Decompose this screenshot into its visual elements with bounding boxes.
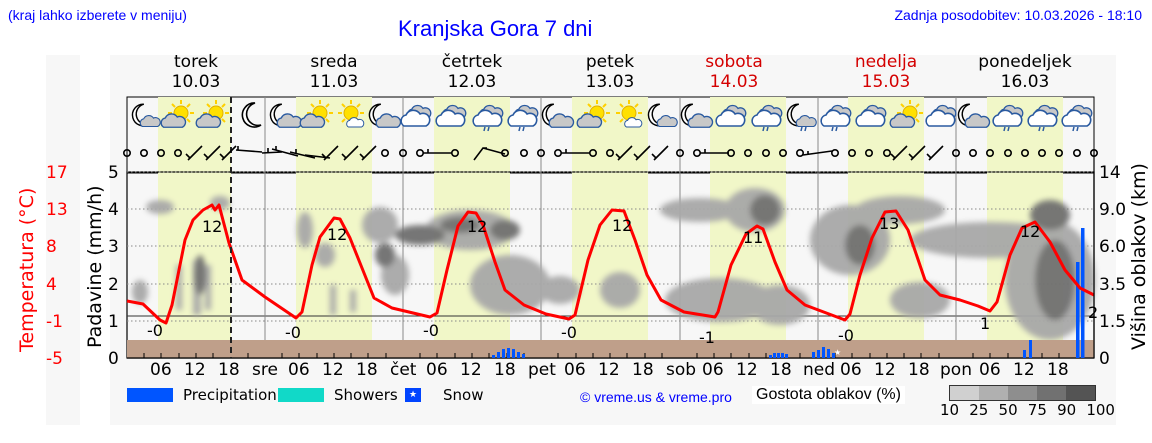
page-title: Kranjska Gora 7 dni xyxy=(398,16,593,41)
snow-marker: ★ xyxy=(834,348,841,357)
cloud-height-tick: 0 xyxy=(1099,349,1110,369)
cloud-density-ticks: 10 25 50 75 90 100 xyxy=(940,401,1115,419)
day-header-weekend: sobota 14.03 xyxy=(705,52,763,92)
svg-text:-0: -0 xyxy=(423,321,439,340)
svg-text:12: 12 xyxy=(467,217,487,236)
cloud-height-tick: 9.0 xyxy=(1099,200,1127,220)
temp-tick: 17 xyxy=(46,163,68,183)
svg-text:12: 12 xyxy=(202,217,222,236)
grid-lines xyxy=(127,171,1094,322)
temp-tick: 13 xyxy=(46,200,68,220)
svg-text:2: 2 xyxy=(1088,303,1098,322)
day-header: ponedeljek 16.03 xyxy=(978,52,1072,92)
svg-text:-0: -0 xyxy=(561,323,577,342)
svg-text:12: 12 xyxy=(1020,222,1040,241)
svg-text:-0: -0 xyxy=(838,326,854,345)
cloud-density-colorbar xyxy=(949,385,1096,401)
day-header-weekend: nedelja 15.03 xyxy=(854,52,918,92)
svg-text:-0: -0 xyxy=(147,321,163,340)
svg-text:-1: -1 xyxy=(699,328,715,347)
cloud-height-tick: 6.0 xyxy=(1099,237,1127,257)
precip-tick: 5 xyxy=(108,163,119,183)
legend-snow: ★ Snow xyxy=(405,386,483,404)
temp-tick: -1 xyxy=(46,312,63,332)
wind-row xyxy=(123,145,1098,161)
cloud-height-tick: 1.5 xyxy=(1099,312,1127,332)
day-header: petek 13.03 xyxy=(585,52,635,92)
precipitation-swatch xyxy=(127,388,173,402)
last-updated: Zadnja posodobitev: 10.03.2026 - 18:10 xyxy=(894,7,1142,23)
precip-tick: 1 xyxy=(108,312,119,332)
x-axis-labels: 06 12 18 sre 06 12 18 čet 06 12 18 pet 0… xyxy=(150,360,1069,380)
precip-tick: 4 xyxy=(108,200,119,220)
svg-text:12: 12 xyxy=(612,216,632,235)
snow-star-icon: ★ xyxy=(405,388,421,402)
svg-text:-0: -0 xyxy=(285,323,301,342)
cloud-density-label: Gostota oblakov (%) xyxy=(752,386,905,404)
svg-text:11: 11 xyxy=(743,228,763,247)
temp-tick: 8 xyxy=(46,237,57,257)
svg-text:1: 1 xyxy=(980,314,990,333)
temperature-axis-panel xyxy=(46,55,80,425)
cloud-height-tick: 3.5 xyxy=(1099,275,1127,295)
day-header: sreda 11.03 xyxy=(309,52,359,92)
copyright-link[interactable]: © vreme.us & vreme.pro xyxy=(580,389,732,405)
legend-showers: Showers xyxy=(278,386,398,404)
svg-text:12: 12 xyxy=(327,225,347,244)
temperature-labels: -0 12 -0 12 -0 12 -0 12 -1 11 -0 13 1 12 2 xyxy=(147,214,1098,347)
location-hint: (kraj lahko izberete v meniju) xyxy=(8,7,187,23)
cloud-height-tick: 14 xyxy=(1099,163,1121,183)
temp-tick: 4 xyxy=(46,275,57,295)
precip-tick: 2 xyxy=(108,275,119,295)
showers-swatch xyxy=(278,388,324,402)
cloud-density xyxy=(132,188,1095,340)
precip-tick: 3 xyxy=(108,237,119,257)
precipitation-bars xyxy=(492,228,1085,358)
temperature-line xyxy=(126,203,1095,325)
legend-precipitation: Precipitation xyxy=(127,386,277,404)
precip-tick: 0 xyxy=(108,349,119,369)
temp-tick: -5 xyxy=(46,349,63,369)
day-header: četrtek 12.03 xyxy=(441,52,503,92)
svg-text:13: 13 xyxy=(879,214,899,233)
day-header: torek 10.03 xyxy=(171,52,221,92)
